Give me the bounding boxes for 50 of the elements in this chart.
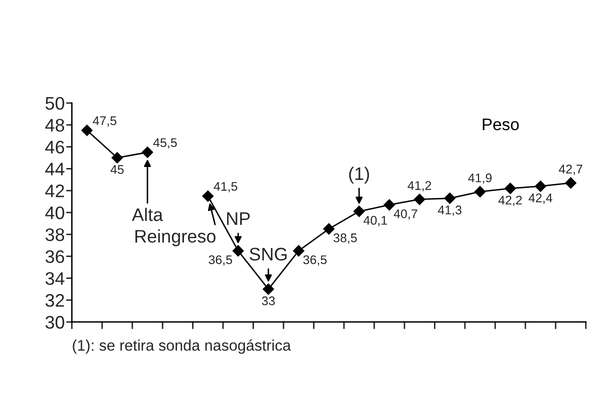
data-label: 41,3 xyxy=(438,206,462,216)
data-label: 36,5 xyxy=(208,255,232,266)
y-tick-label: 40 xyxy=(45,206,64,220)
annotation: Alta xyxy=(132,208,164,222)
annotation: NP xyxy=(227,212,250,225)
point xyxy=(262,284,274,295)
point xyxy=(414,194,426,205)
text: (1): se retira sonda nasogástrica xyxy=(72,339,291,354)
data-label: 40,1 xyxy=(364,216,387,226)
text: Peso xyxy=(482,118,519,130)
y-tick-label: 42 xyxy=(45,184,64,198)
data-label: 33 xyxy=(262,296,275,306)
data-label: 41,5 xyxy=(214,182,238,192)
data-label: 41,9 xyxy=(468,173,492,184)
data-label: 36,5 xyxy=(303,255,327,266)
point xyxy=(384,199,395,210)
point xyxy=(293,245,304,256)
point xyxy=(202,190,214,202)
point xyxy=(323,223,334,235)
annotation: (1) xyxy=(349,166,370,184)
point xyxy=(534,180,546,192)
y-tick-label: 36 xyxy=(46,250,64,264)
y-tick-label: 50 xyxy=(46,96,64,110)
point xyxy=(142,146,154,158)
point xyxy=(232,245,244,256)
point xyxy=(565,177,576,189)
data-label: 47,5 xyxy=(92,116,116,127)
annotation: Reingreso xyxy=(135,229,216,246)
data-label: 42,4 xyxy=(528,194,552,204)
y-tick-label: 48 xyxy=(45,118,64,132)
data-label: 41,2 xyxy=(408,181,432,192)
data-label: 45,5 xyxy=(153,138,177,149)
y-tick-label: 32 xyxy=(46,294,64,307)
point xyxy=(444,192,456,204)
point xyxy=(81,124,93,136)
y-tick-label: 46 xyxy=(45,140,64,154)
y-tick-label: 30 xyxy=(46,316,64,329)
data-label: 38,5 xyxy=(334,233,357,244)
point xyxy=(112,152,123,164)
y-tick-label: 34 xyxy=(46,272,64,285)
annotation: SNG xyxy=(250,248,287,261)
point xyxy=(353,206,365,218)
y-tick-label: 44 xyxy=(45,162,64,176)
data-label: 45 xyxy=(110,165,124,174)
data-label: 40,7 xyxy=(394,209,418,220)
y-tick-label: 38 xyxy=(46,228,64,242)
data-label: 42,7 xyxy=(558,164,582,176)
point xyxy=(474,186,486,198)
point xyxy=(504,182,516,194)
data-label: 42,2 xyxy=(498,196,522,206)
